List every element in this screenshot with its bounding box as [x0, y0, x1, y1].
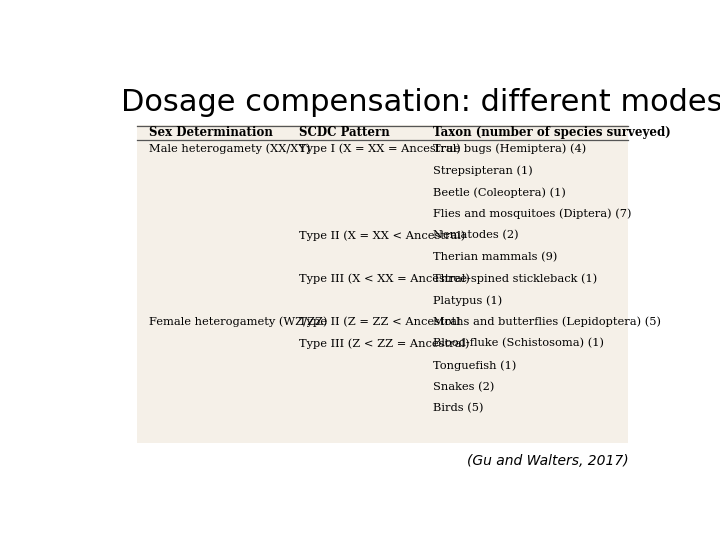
Text: Platypus (1): Platypus (1)	[433, 295, 503, 306]
Text: Female heterogamety (WZ/ZZ): Female heterogamety (WZ/ZZ)	[148, 317, 327, 327]
Text: Tonguefish (1): Tonguefish (1)	[433, 360, 516, 370]
Text: Dosage compensation: different modes: Dosage compensation: different modes	[121, 87, 720, 117]
Text: Three-spined stickleback (1): Three-spined stickleback (1)	[433, 274, 598, 284]
FancyBboxPatch shape	[138, 125, 629, 443]
Text: Type III (Z < ZZ = Ancestral): Type III (Z < ZZ = Ancestral)	[300, 339, 469, 349]
Text: Type II (Z = ZZ < Ancestral: Type II (Z = ZZ < Ancestral	[300, 317, 461, 327]
Text: Snakes (2): Snakes (2)	[433, 382, 495, 392]
Text: Blood-fluke (Schistosoma) (1): Blood-fluke (Schistosoma) (1)	[433, 339, 604, 349]
Text: Sex Determination: Sex Determination	[148, 126, 272, 139]
Text: Moths and butterflies (Lepidoptera) (5): Moths and butterflies (Lepidoptera) (5)	[433, 317, 661, 327]
Text: Male heterogamety (XX/XY): Male heterogamety (XX/XY)	[148, 144, 310, 154]
Text: Birds (5): Birds (5)	[433, 403, 484, 414]
Text: Nematodes (2): Nematodes (2)	[433, 230, 519, 241]
Text: Flies and mosquitoes (Diptera) (7): Flies and mosquitoes (Diptera) (7)	[433, 208, 631, 219]
Text: Type I (X = XX = Ancestral): Type I (X = XX = Ancestral)	[300, 144, 461, 154]
Text: Strepsipteran (1): Strepsipteran (1)	[433, 165, 533, 176]
Text: Type II (X = XX < Ancestral): Type II (X = XX < Ancestral)	[300, 230, 466, 241]
Text: Therian mammals (9): Therian mammals (9)	[433, 252, 557, 262]
Text: Beetle (Coleoptera) (1): Beetle (Coleoptera) (1)	[433, 187, 566, 198]
Text: Taxon (number of species surveyed): Taxon (number of species surveyed)	[433, 126, 671, 139]
Text: SCDC Pattern: SCDC Pattern	[300, 126, 390, 139]
Text: Type III (X < XX = Ancestral): Type III (X < XX = Ancestral)	[300, 274, 470, 284]
Text: (Gu and Walters, 2017): (Gu and Walters, 2017)	[467, 454, 629, 468]
Text: True bugs (Hemiptera) (4): True bugs (Hemiptera) (4)	[433, 144, 586, 154]
